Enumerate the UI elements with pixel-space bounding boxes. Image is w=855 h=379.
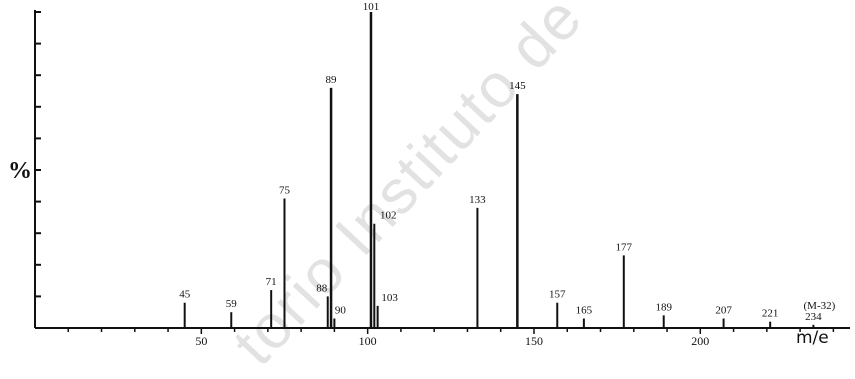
peak-label-165: 165 bbox=[576, 305, 593, 317]
peak-label-90: 90 bbox=[335, 305, 347, 317]
axes: 50 100 150 200 bbox=[34, 10, 850, 348]
x-tick-label: 200 bbox=[691, 334, 709, 348]
peak-label-88: 88 bbox=[316, 282, 328, 294]
y-axis-label: % bbox=[8, 158, 32, 184]
peak-label-207: 207 bbox=[715, 305, 732, 317]
x-axis-label: m/e bbox=[796, 328, 829, 348]
y-axis-ticks bbox=[35, 11, 41, 329]
peak-label-103: 103 bbox=[381, 292, 398, 304]
peak-label-101: 101 bbox=[363, 1, 380, 13]
peak-label-89: 89 bbox=[326, 74, 338, 86]
peak-label-221: 221 bbox=[762, 308, 779, 320]
peak-label-102: 102 bbox=[380, 210, 397, 222]
peak-label-59: 59 bbox=[226, 298, 238, 310]
peak-label-157: 157 bbox=[549, 289, 566, 301]
mass-spectrum-chart: 50 100 150 200 % m/e 45 59 71 75 88 89 90 101 102 10… bbox=[8, 1, 850, 348]
peaks: 45 59 71 75 88 89 90 101 102 103 133 145 157 165 177 18… bbox=[179, 1, 836, 328]
peak-label-133: 133 bbox=[469, 194, 486, 206]
peak-label-189: 189 bbox=[655, 301, 672, 313]
peak-label-234: 234 bbox=[805, 311, 822, 323]
x-tick-label: 50 bbox=[195, 334, 207, 348]
x-axis-ticks: 50 100 150 200 bbox=[67, 328, 835, 348]
peak-label-75: 75 bbox=[279, 184, 291, 196]
peak-label-71: 71 bbox=[266, 276, 277, 288]
peak-label-177: 177 bbox=[616, 241, 633, 253]
peak-label-45: 45 bbox=[179, 289, 191, 301]
peak-note: (M-32) bbox=[804, 300, 836, 312]
peak-label-145: 145 bbox=[509, 80, 526, 92]
x-tick-label: 150 bbox=[525, 334, 543, 348]
x-tick-label: 100 bbox=[359, 334, 377, 348]
